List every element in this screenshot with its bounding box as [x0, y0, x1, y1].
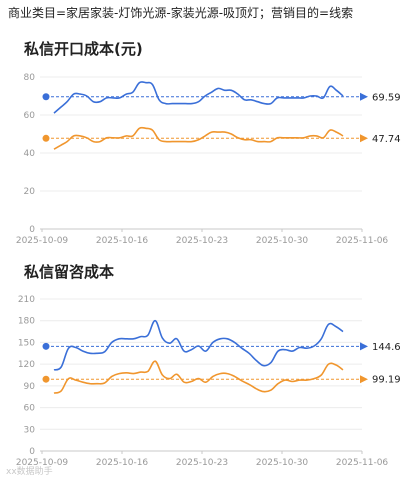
series-line — [53, 360, 344, 394]
y-tick-label: 60 — [24, 111, 36, 121]
chart-title-open-cost: 私信开口成本(元) — [24, 40, 143, 58]
average-label: 144.6 — [372, 342, 401, 353]
average-arrow-icon — [360, 134, 368, 143]
y-tick-label: 150 — [18, 338, 35, 348]
y-tick-label: 80 — [24, 73, 36, 83]
y-tick-label: 120 — [18, 360, 35, 370]
average-arrow-icon — [360, 375, 368, 384]
average-start-dot — [42, 93, 50, 101]
y-tick-label: 20 — [24, 187, 36, 197]
average-label: 47.74 — [372, 134, 401, 145]
y-tick-label: 180 — [18, 317, 35, 327]
x-tick-label: 2025-10-09 — [16, 458, 69, 468]
watermark-logo: xx数据助手 — [6, 467, 53, 477]
y-tick-label: 30 — [24, 425, 36, 435]
x-tick-label: 2025-10-30 — [256, 236, 309, 246]
average-label: 99.19 — [372, 375, 401, 386]
chart-title-lead-cost: 私信留咨成本 — [24, 263, 115, 281]
x-tick-label: 2025-10-30 — [256, 458, 309, 468]
y-tick-label: 0 — [29, 447, 35, 457]
y-tick-label: 60 — [24, 404, 36, 414]
average-start-dot — [42, 342, 50, 350]
x-tick-label: 2025-10-09 — [16, 236, 69, 246]
average-arrow-icon — [360, 342, 368, 351]
x-tick-label: 2025-10-16 — [96, 458, 149, 468]
x-tick-label: 2025-10-16 — [96, 236, 149, 246]
category-header: 商业类目=家居家装-灯饰光源-家装光源-吸顶灯；营销目的=线索 — [8, 6, 354, 20]
y-tick-label: 0 — [29, 225, 35, 235]
average-start-dot — [42, 134, 50, 142]
average-start-dot — [42, 375, 50, 383]
average-arrow-icon — [360, 92, 368, 101]
x-tick-label: 2025-11-06 — [336, 236, 389, 246]
y-tick-label: 40 — [24, 149, 36, 159]
y-tick-label: 90 — [24, 382, 36, 392]
x-tick-label: 2025-10-23 — [176, 236, 228, 246]
x-tick-label: 2025-10-23 — [176, 458, 228, 468]
y-tick-label: 210 — [18, 295, 35, 305]
series-line — [53, 319, 344, 371]
x-tick-label: 2025-11-06 — [336, 458, 389, 468]
average-label: 69.59 — [372, 92, 401, 103]
series-line — [53, 81, 344, 114]
series-line — [53, 126, 344, 150]
